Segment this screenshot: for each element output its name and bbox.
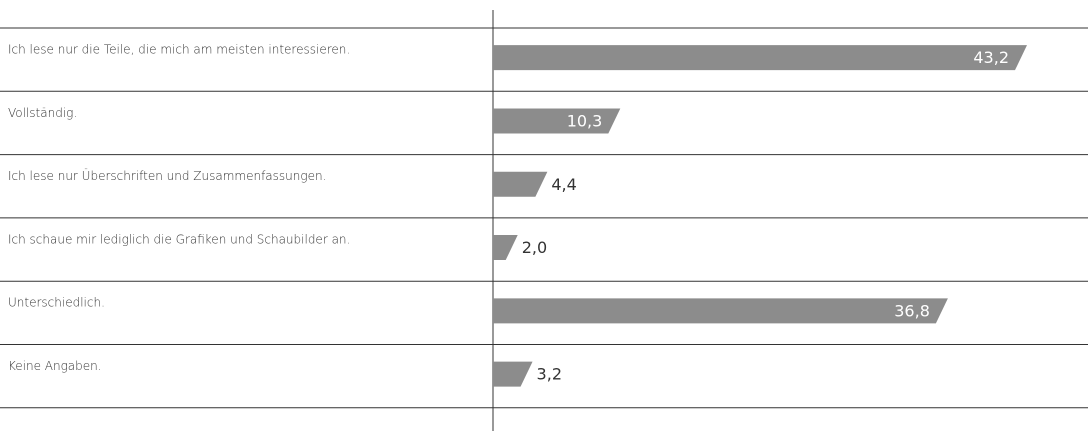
bar — [493, 298, 948, 324]
bar — [493, 235, 518, 261]
category-label: Vollständig. — [8, 106, 77, 120]
category-label: Ich schaue mir lediglich die Grafiken un… — [8, 232, 350, 246]
category-label: Unterschiedlich. — [8, 296, 105, 310]
value-label: 36,8 — [894, 301, 930, 320]
value-label: 43,2 — [973, 48, 1009, 67]
bar — [493, 108, 621, 134]
value-label: 4,4 — [551, 175, 576, 194]
category-label: Ich lese nur die Teile, die mich am meis… — [8, 43, 350, 57]
bar — [493, 45, 1027, 71]
value-label: 3,2 — [537, 365, 562, 384]
value-label: 2,0 — [522, 238, 547, 257]
category-label: Ich lese nur Überschriften und Zusammenf… — [8, 168, 326, 183]
bar — [493, 361, 533, 387]
value-label: 10,3 — [567, 111, 603, 130]
category-label: Keine Angaben. — [8, 359, 102, 373]
bar — [493, 171, 548, 197]
